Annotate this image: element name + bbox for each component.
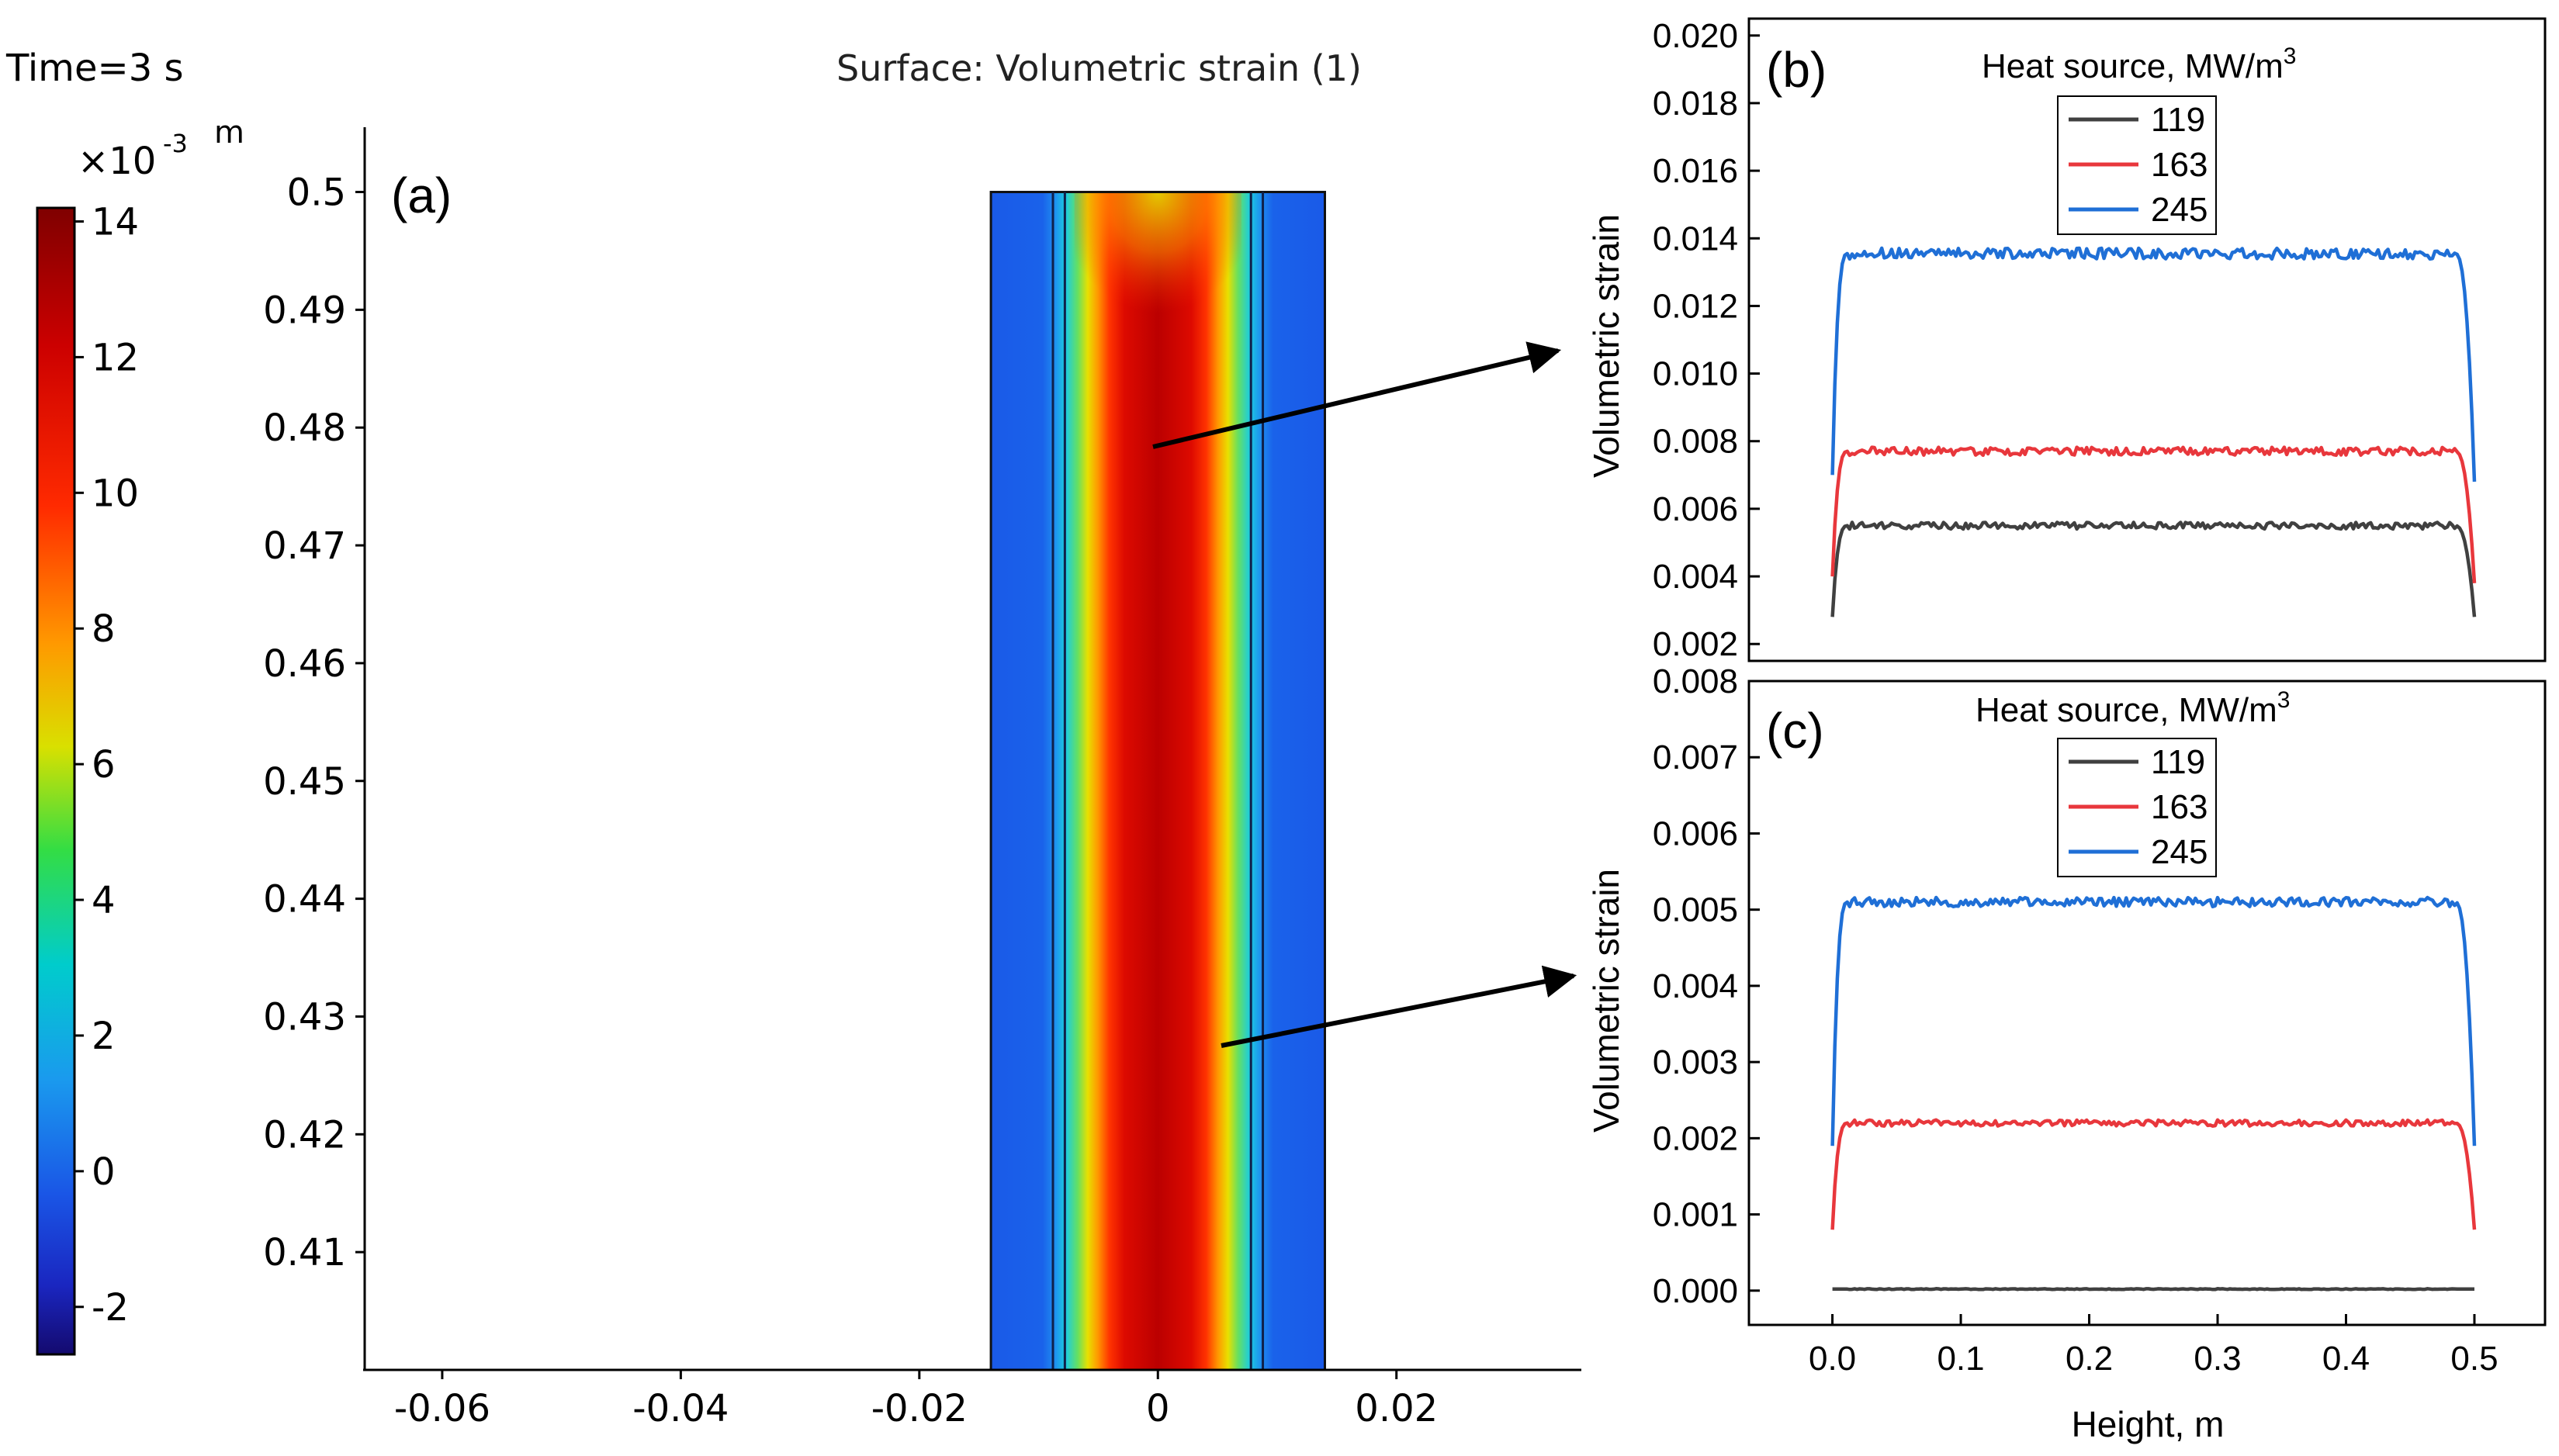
arrow-to-panel-c (1221, 965, 1577, 1048)
colorbar-exponent-power: -3 (163, 129, 188, 158)
y-tick-label: 0.006 (1653, 814, 1738, 853)
y-tick-label: 0.006 (1653, 490, 1738, 528)
x-tick-label: 0.1 (1937, 1340, 1984, 1378)
colorbar-tick-label: 10 (92, 472, 139, 515)
panel-a-y-tick-label: 0.44 (263, 878, 346, 922)
x-tick-label: 0.4 (2322, 1340, 2370, 1378)
panel-b-legend-title: Heat source, MW/m3 (1982, 43, 2296, 85)
panel-b-y-ticks: 0.002 0.004 0.006 0.008 0.010 0.012 0.014 0.016… (1653, 17, 1760, 663)
panel-c-ylabel: Volumetric strain (1586, 869, 1626, 1133)
panel-b-legend: 119 163 245 (2057, 95, 2217, 235)
y-tick-label: 0.005 (1653, 891, 1738, 929)
y-tick-label: 0.007 (1653, 738, 1738, 776)
panel-a-x-tick-label: -0.06 (394, 1387, 490, 1430)
series-line-163 (1830, 1118, 2477, 1230)
colorbar-tick-label: 6 (92, 743, 116, 787)
panel-a-y-tick-label: 0.49 (263, 289, 346, 332)
colorbar-tick-label: 12 (92, 336, 139, 379)
colorbar-ticks: 14 12 10 8 6 4 2 0 -2 (74, 200, 139, 1330)
panel-c-x-ticks: 0.0 0.1 0.2 0.3 0.4 0.5 (1809, 1314, 2498, 1378)
x-tick-label: 0.3 (2194, 1340, 2241, 1378)
legend-label: 119 (2151, 743, 2205, 781)
y-tick-label: 0.002 (1653, 1119, 1738, 1157)
colorbar-tick-label: -2 (92, 1286, 129, 1330)
surface-label: Surface: Volumetric strain (1) (836, 47, 1362, 89)
x-tick-label: 0.2 (2066, 1340, 2113, 1378)
panel-b-label: (b) (1766, 42, 1827, 98)
x-tick-label: 0.5 (2450, 1340, 2498, 1378)
panel-b: 0.002 0.004 0.006 0.008 0.010 0.012 0.014 0.016… (1586, 17, 2547, 663)
series-line-245 (1830, 895, 2477, 1146)
legend-label: 245 (2151, 191, 2208, 229)
y-tick-label: 0.010 (1653, 355, 1738, 393)
series-line-119 (1832, 1287, 2474, 1292)
series-line-245 (1830, 246, 2477, 482)
panel-c-legend: 119 163 245 (2057, 738, 2217, 877)
y-tick-label: 0.008 (1653, 662, 1738, 700)
panel-b-series (1830, 246, 2477, 617)
colorbar-tick-label: 14 (92, 200, 139, 244)
y-tick-label: 0.001 (1653, 1196, 1738, 1234)
colorbar-tick-label: 0 (92, 1150, 116, 1194)
panel-b-legend-title-text: Heat source, MW/m (1982, 47, 2284, 85)
panel-a-plot-area (365, 127, 1581, 1368)
panel-c-y-ticks: 0.000 0.001 0.002 0.003 0.004 0.005 0.006 0.007… (1653, 662, 1760, 1310)
legend-label: 119 (2151, 101, 2205, 139)
panel-a-y-tick-label: 0.48 (263, 406, 346, 450)
panel-a-x-tick-label: -0.04 (632, 1387, 729, 1430)
panel-c-series (1830, 895, 2477, 1292)
series-line-163 (1830, 445, 2477, 583)
colorbar-unit: m (214, 115, 244, 150)
y-tick-label: 0.000 (1653, 1272, 1738, 1310)
legend-label: 245 (2151, 833, 2208, 871)
y-tick-label: 0.018 (1653, 85, 1738, 123)
panel-a-y-tick-label: 0.5 (287, 171, 346, 215)
y-tick-label: 0.002 (1653, 625, 1738, 663)
panel-a-y-tick-label: 0.42 (263, 1113, 346, 1157)
x-tick-label: 0.0 (1809, 1340, 1856, 1378)
panel-a-x-tick-label: -0.02 (871, 1387, 968, 1430)
colorbar-tick-label: 2 (92, 1015, 116, 1058)
y-tick-label: 0.014 (1653, 220, 1738, 258)
time-label: Time=3 s (5, 47, 184, 90)
panel-a-y-tick-label: 0.43 (263, 995, 346, 1039)
legend-label: 163 (2151, 146, 2208, 184)
panel-b-legend-title-sup: 3 (2284, 43, 2297, 69)
series-line-119 (1830, 520, 2477, 617)
colorbar-exponent-base: ×10 (78, 140, 156, 183)
panel-a: 0.50.490.480.470.460.450.440.430.420.41 … (263, 127, 1581, 1430)
panel-c-legend-title-sup: 3 (2277, 687, 2291, 713)
colorbar-tick-label: 8 (92, 607, 116, 651)
panel-c: 0.000 0.001 0.002 0.003 0.004 0.005 0.006 0.007… (1586, 662, 2547, 1444)
panel-c-legend-title-text: Heat source, MW/m (1976, 691, 2277, 729)
panel-a-x-tick-label: 0.02 (1355, 1387, 1438, 1430)
y-tick-label: 0.003 (1653, 1043, 1738, 1081)
panel-a-y-ticks: 0.5 0.49 0.48 0.47 0.46 0.45 0.44 0.43 0.42 0.41 (263, 171, 365, 1274)
y-tick-label: 0.016 (1653, 152, 1738, 190)
panel-a-y-tick-label: 0.41 (263, 1231, 346, 1274)
panel-a-x-tick-label: 0 (1146, 1387, 1170, 1430)
panel-a-y-tick-label: 0.46 (263, 642, 346, 686)
panel-c-legend-title: Heat source, MW/m3 (1976, 687, 2290, 729)
heatmap-domain (989, 191, 1326, 1371)
panel-a-label: (a) (391, 168, 452, 223)
colorbar: ×10 -3 m 14 12 10 8 6 4 2 0 -2 (36, 115, 244, 1356)
panel-c-xlabel: Height, m (2072, 1404, 2225, 1444)
panel-a-y-tick-label: 0.47 (263, 524, 346, 568)
arrow-to-panel-b (1152, 341, 1562, 449)
panel-b-ylabel: Volumetric strain (1586, 214, 1626, 478)
colorbar-gradient (36, 206, 76, 1356)
y-tick-label: 0.020 (1653, 17, 1738, 55)
y-tick-label: 0.008 (1653, 423, 1738, 461)
y-tick-label: 0.004 (1653, 967, 1738, 1005)
panel-a-x-ticks: -0.06 -0.04 -0.02 0 0.02 (394, 1370, 1438, 1430)
legend-label: 163 (2151, 788, 2208, 826)
heatmap-top-cap (1074, 192, 1241, 394)
colorbar-tick-label: 4 (92, 879, 116, 922)
y-tick-label: 0.012 (1653, 287, 1738, 325)
y-tick-label: 0.004 (1653, 558, 1738, 596)
panel-a-y-tick-label: 0.45 (263, 760, 346, 804)
panel-c-label: (c) (1766, 703, 1824, 759)
